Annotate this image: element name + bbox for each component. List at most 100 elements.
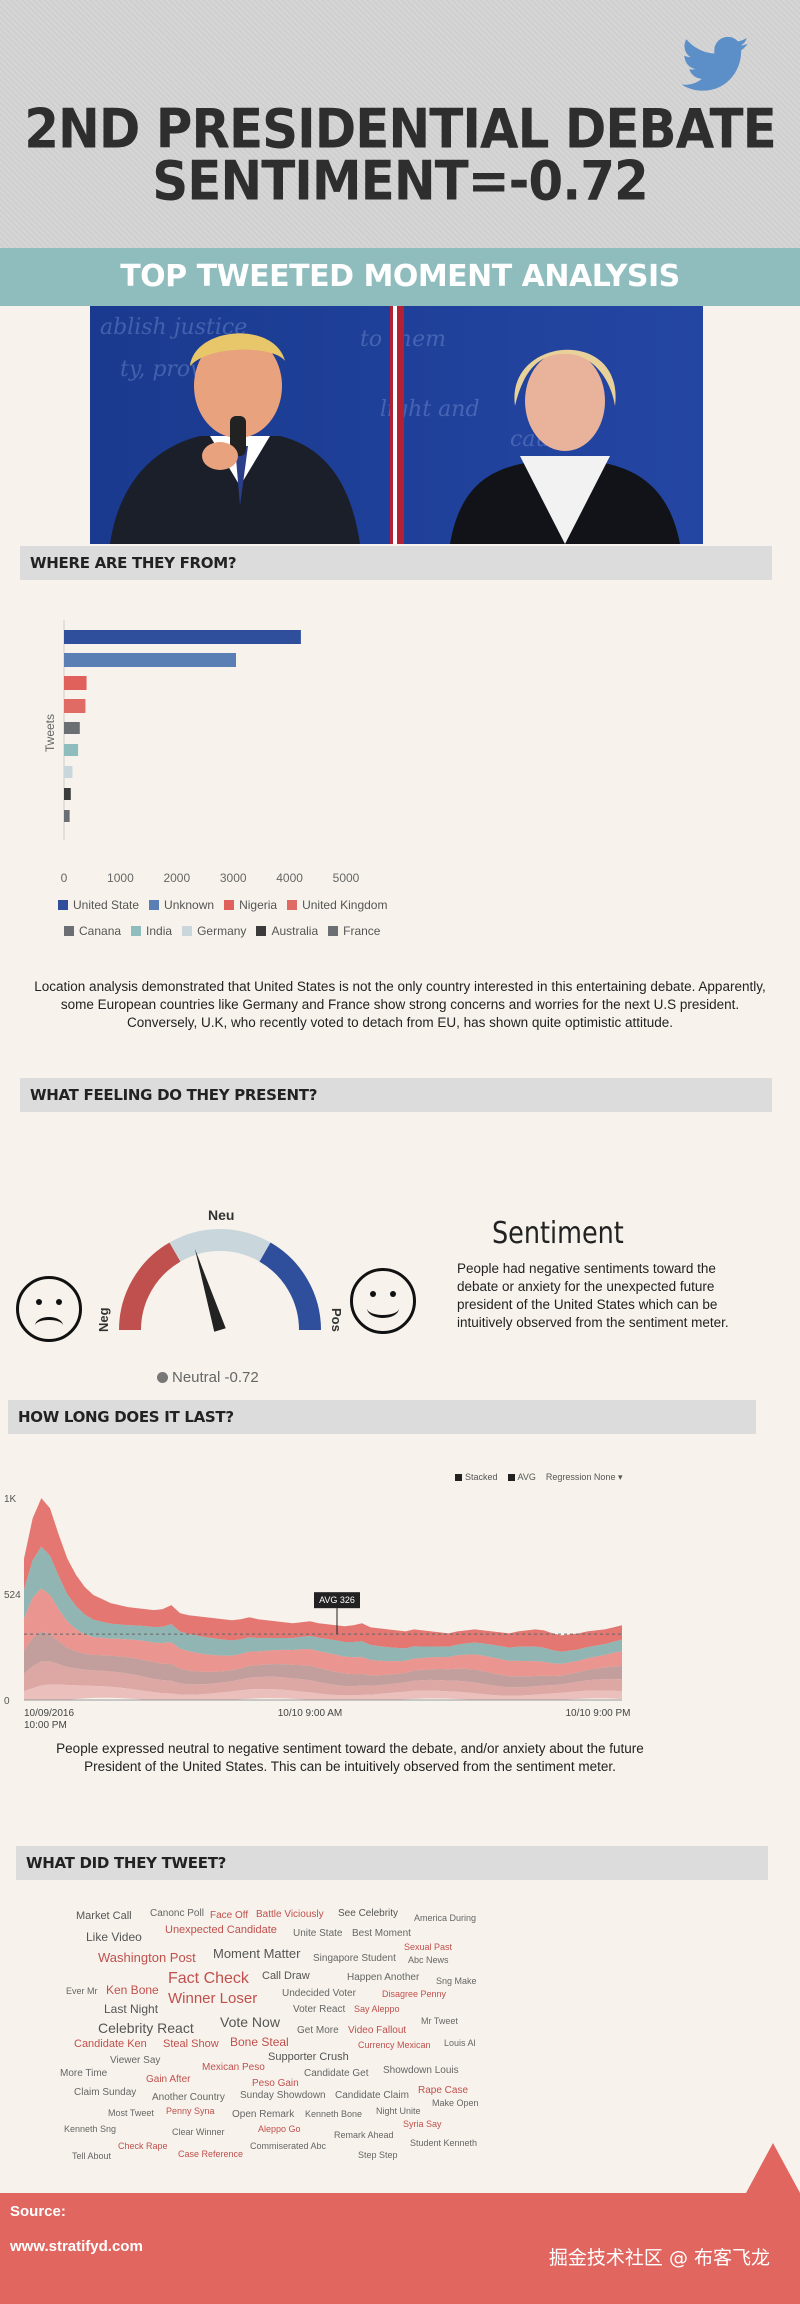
cloud-word: Undecided Voter	[282, 1988, 356, 1999]
timeline-paragraph: People expressed neutral to negative sen…	[56, 1741, 644, 1774]
legend-label: Unknown	[164, 898, 215, 912]
bar-unknown	[64, 653, 237, 667]
legend-label: France	[343, 924, 381, 938]
cloud-word: Night Unite	[376, 2106, 421, 2116]
cloud-word: Supporter Crush	[268, 2051, 349, 2063]
cloud-word: Call Draw	[262, 1970, 310, 1982]
cloud-word: Gain After	[146, 2074, 191, 2085]
legend-item: France	[328, 921, 380, 941]
neutral-dot-icon	[157, 1372, 168, 1383]
cloud-word: Ever Mr	[66, 1986, 98, 1996]
avg-label: AVG	[517, 1472, 536, 1482]
bar-france	[64, 810, 70, 822]
title-line-2: SENTIMENT=-0.72	[152, 149, 649, 213]
cloud-word: Fact Check	[168, 1970, 249, 1987]
sentiment-gauge: Neu Neg Pos	[96, 1207, 344, 1332]
legend-swatch	[256, 926, 267, 936]
cloud-word: Say Aleppo	[354, 2004, 400, 2014]
avg-checkbox[interactable]	[507, 1474, 515, 1481]
legend-item: United State	[58, 895, 139, 915]
cloud-word: Sexual Past	[404, 1942, 453, 1952]
cloud-word: Market Call	[76, 1910, 132, 1922]
cloud-word: Like Video	[86, 1930, 142, 1944]
cloud-word: Remark Ahead	[334, 2130, 394, 2140]
gauge-neu-arc	[169, 1229, 271, 1262]
bar-united-kingdom	[64, 699, 86, 713]
cloud-word: Case Reference	[178, 2149, 244, 2159]
cloud-word: Get More	[297, 2025, 339, 2036]
gauge-neg-label: Neg	[96, 1307, 111, 1332]
cloud-word: Celebrity React	[98, 2020, 194, 2036]
section-tweeted: WHAT DID THEY TWEET?	[16, 1846, 768, 1880]
cloud-word: More Time	[60, 2068, 108, 2079]
cloud-word: Bone Steal	[230, 2035, 289, 2049]
x-tick-label: 5000	[333, 871, 360, 885]
legend-swatch	[64, 926, 74, 936]
cloud-word: Washington Post	[98, 1950, 196, 1965]
legend-label: Canana	[79, 924, 122, 938]
legend-swatch	[131, 926, 142, 936]
cloud-word: See Celebrity	[338, 1908, 399, 1919]
legend-item: Germany	[182, 921, 246, 941]
section-where: WHERE ARE THEY FROM?	[20, 546, 772, 580]
cloud-word: Battle Viciously	[256, 1909, 324, 1920]
gauge-pos-label: Pos	[329, 1308, 344, 1332]
section-feeling: WHAT FEELING DO THEY PRESENT?	[20, 1078, 772, 1112]
banner-title: TOP TWEETED MOMENT ANALYSIS	[0, 248, 800, 306]
cloud-word: Candidate Ken	[74, 2038, 147, 2050]
bar-nigeria	[64, 676, 87, 690]
cloud-word: Best Moment	[352, 1928, 411, 1939]
x-tick-label: 1000	[107, 871, 134, 885]
y-axis-label: Tweets	[43, 714, 57, 752]
cloud-word: Voter React	[293, 2004, 346, 2015]
cloud-word: Sng Make	[436, 1976, 477, 1986]
cloud-word: Peso Gain	[252, 2078, 299, 2089]
cloud-word: Abc News	[408, 1955, 449, 1965]
bar-india	[64, 744, 79, 756]
bar-germany	[64, 766, 73, 778]
y-tick-label: 1K	[4, 1494, 17, 1505]
area-layer	[24, 1661, 622, 1696]
cloud-word: Moment Matter	[213, 1946, 301, 1961]
stacked-checkbox[interactable]	[455, 1474, 462, 1481]
cloud-word: Louis Al	[444, 2038, 476, 2048]
cloud-word: America During	[414, 1913, 477, 1923]
cloud-word: Kenneth Sng	[64, 2124, 117, 2134]
x-tick-label: 10/10 9:00 AM	[278, 1708, 343, 1719]
cloud-word: Disagree Penny	[382, 1989, 447, 1999]
cloud-word: Currency Mexican	[358, 2040, 431, 2050]
legend-item: Canana	[64, 921, 121, 941]
x-tick-label: 10/09/2016	[24, 1708, 74, 1719]
area-layer	[24, 1498, 622, 1652]
y-tick-label: 0	[4, 1696, 10, 1707]
dropdown-caret-icon[interactable]: ▾	[615, 1472, 623, 1482]
cloud-word: Most Tweet	[108, 2108, 154, 2118]
area-layer	[24, 1631, 622, 1688]
legend-swatch	[224, 900, 235, 910]
cloud-word: Unite State	[293, 1928, 343, 1939]
cloud-word: Check Rape	[118, 2141, 168, 2151]
area-layer	[24, 1588, 622, 1677]
where-paragraph: Location analysis demonstrated that Unit…	[34, 979, 766, 1030]
gauge-neg-arc	[119, 1242, 181, 1331]
cloud-word: Mr Tweet	[421, 2016, 458, 2026]
cloud-word: Candidate Get	[304, 2068, 369, 2079]
footer: Source: www.stratifyd.com 掘金技术社区 @ 布客飞龙	[0, 2193, 800, 2304]
regression-select[interactable]: Regression None	[545, 1472, 616, 1482]
avg-tooltip-label: AVG 326	[319, 1595, 355, 1605]
legend-item: United Kingdom	[287, 895, 387, 915]
sentiment-heading: Sentiment	[492, 1216, 624, 1251]
x-tick-label: 10:00 PM	[24, 1720, 67, 1731]
legend-item: Unknown	[149, 895, 214, 915]
source-url[interactable]: www.stratifyd.com	[10, 2238, 143, 2255]
cloud-word: Kenneth Bone	[305, 2109, 363, 2119]
legend-label: United State	[73, 898, 140, 912]
cloud-word: Rape Case	[418, 2085, 469, 2096]
legend-label: Nigeria	[239, 898, 278, 912]
cloud-word: Clear Winner	[172, 2127, 225, 2137]
cloud-word: Face Off	[210, 1910, 249, 1921]
timeline-controls: Stacked AVG Regression None ▾	[455, 1472, 622, 1483]
cloud-word: Sunday Showdown	[240, 2090, 326, 2101]
area-layer	[24, 1546, 622, 1664]
